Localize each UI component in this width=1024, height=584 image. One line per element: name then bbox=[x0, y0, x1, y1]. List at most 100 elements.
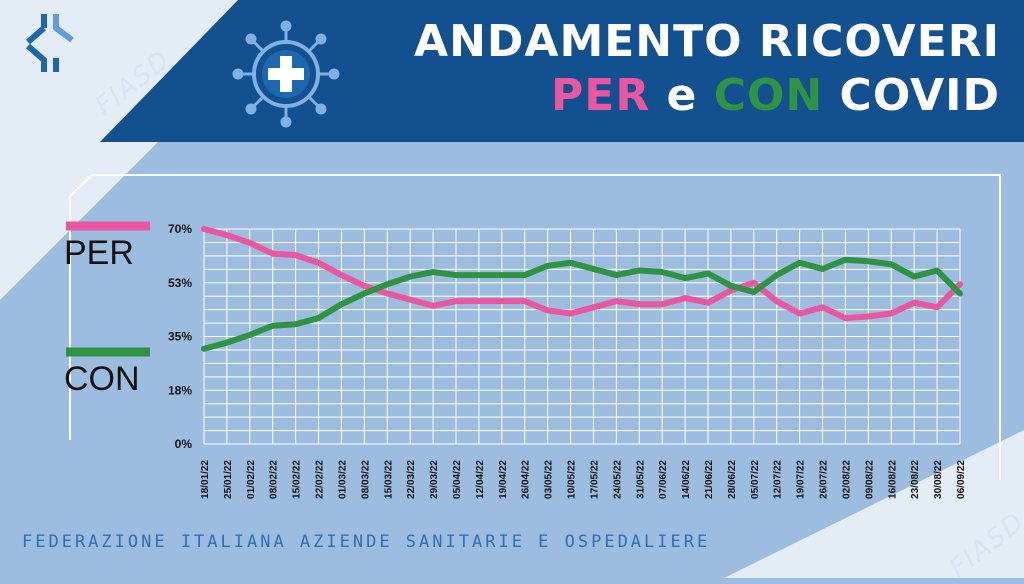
data-point-con bbox=[318, 317, 320, 319]
x-tick-label: 12/04/22 bbox=[475, 460, 486, 499]
data-point-per bbox=[455, 300, 457, 302]
virus-cross-icon bbox=[232, 20, 340, 128]
data-point-per bbox=[776, 300, 778, 302]
series-line-con bbox=[201, 256, 963, 352]
corner-decoration-bottom-right bbox=[724, 430, 1024, 578]
data-point-per bbox=[661, 303, 663, 305]
data-point-con bbox=[844, 259, 846, 261]
data-point-per bbox=[753, 282, 755, 284]
data-point-per bbox=[547, 309, 549, 311]
data-point-con bbox=[570, 262, 572, 264]
data-point-con bbox=[959, 293, 961, 294]
data-point-con bbox=[501, 274, 503, 276]
data-point-per bbox=[272, 253, 274, 255]
data-point-per bbox=[478, 300, 480, 302]
x-tick-label: 19/04/22 bbox=[498, 460, 509, 499]
data-point-per bbox=[570, 312, 572, 314]
x-tick-label: 24/05/22 bbox=[612, 460, 623, 499]
x-tick-label: 07/06/22 bbox=[658, 460, 669, 499]
chart-grid bbox=[203, 228, 961, 445]
data-point-con bbox=[730, 285, 732, 287]
x-tick-label: 12/07/22 bbox=[773, 460, 784, 499]
data-point-per bbox=[913, 302, 915, 304]
x-tick-label: 30/08/22 bbox=[933, 460, 944, 499]
x-tick-label: 19/07/22 bbox=[796, 460, 807, 499]
x-tick-label: 23/08/22 bbox=[910, 460, 921, 499]
data-point-per bbox=[936, 306, 938, 308]
title-line-1: ANDAMENTO RICOVERI bbox=[414, 16, 1000, 67]
x-tick-label: 05/04/22 bbox=[452, 460, 463, 499]
y-tick-label: 35% bbox=[168, 330, 192, 344]
data-point-con bbox=[363, 293, 365, 294]
data-point-per bbox=[959, 283, 961, 285]
data-point-con bbox=[455, 274, 457, 276]
x-tick-label: 09/08/22 bbox=[864, 460, 875, 499]
data-point-per bbox=[295, 254, 297, 256]
x-tick-label: 16/08/22 bbox=[887, 460, 898, 499]
x-tick-label: 15/03/22 bbox=[383, 460, 394, 499]
data-point-per bbox=[386, 293, 388, 294]
title-line-2: PER e CON COVID bbox=[551, 70, 1000, 121]
x-tick-label: 18/01/22 bbox=[200, 460, 211, 499]
x-tick-label: 26/07/22 bbox=[819, 460, 830, 499]
header-band bbox=[100, 0, 1024, 142]
x-tick-label: 01/03/22 bbox=[337, 460, 348, 499]
data-point-con bbox=[890, 263, 892, 265]
y-tick-label: 53% bbox=[168, 276, 192, 290]
data-point-per bbox=[867, 316, 869, 318]
y-tick-label: 18% bbox=[168, 383, 192, 397]
x-tick-label: 22/02/22 bbox=[315, 460, 326, 499]
x-tick-label: 31/05/22 bbox=[635, 460, 646, 499]
x-tick-label: 10/05/22 bbox=[567, 460, 578, 499]
x-tick-label: 08/02/22 bbox=[269, 460, 280, 499]
x-tick-label: 21/06/22 bbox=[704, 460, 715, 499]
data-point-per bbox=[249, 242, 251, 244]
data-point-per bbox=[226, 234, 228, 236]
data-point-per bbox=[844, 317, 846, 319]
x-tick-label: 03/05/22 bbox=[544, 460, 555, 499]
data-point-con bbox=[203, 348, 205, 350]
data-point-per bbox=[638, 303, 640, 305]
y-tick-label: 0% bbox=[175, 437, 193, 451]
x-tick-label: 08/03/22 bbox=[360, 460, 371, 499]
x-tick-label: 01/02/22 bbox=[246, 460, 257, 499]
data-point-con bbox=[272, 325, 274, 327]
y-tick-label: 70% bbox=[168, 222, 192, 236]
y-axis-ticks: 0% 18% 35% 53% 70% bbox=[168, 222, 192, 451]
data-point-per bbox=[707, 302, 709, 304]
x-tick-label: 05/07/22 bbox=[750, 460, 761, 499]
x-tick-label: 17/05/22 bbox=[589, 460, 600, 499]
data-point-con bbox=[432, 271, 434, 273]
data-point-con bbox=[822, 268, 824, 270]
data-point-per bbox=[730, 289, 732, 291]
data-point-con bbox=[867, 260, 869, 262]
footer-text: FEDERAZIONE ITALIANA AZIENDE SANITARIE E… bbox=[22, 532, 711, 552]
data-point-per bbox=[203, 228, 205, 230]
data-point-per bbox=[822, 306, 824, 308]
title-per: PER bbox=[551, 70, 651, 121]
data-point-per bbox=[615, 300, 617, 302]
data-point-con bbox=[936, 269, 938, 271]
panel-outline-left bbox=[69, 174, 93, 440]
x-tick-label: 22/03/22 bbox=[406, 460, 417, 499]
data-point-per bbox=[318, 262, 320, 264]
data-point-con bbox=[524, 274, 526, 276]
x-tick-label: 29/03/22 bbox=[429, 460, 440, 499]
data-point-per bbox=[799, 312, 801, 314]
data-point-con bbox=[753, 291, 755, 293]
data-point-per bbox=[501, 300, 503, 302]
title-con: CON bbox=[713, 70, 824, 121]
data-point-con bbox=[340, 303, 342, 305]
x-tick-label: 26/04/22 bbox=[521, 460, 532, 499]
data-point-con bbox=[478, 274, 480, 276]
x-tick-label: 02/08/22 bbox=[841, 460, 852, 499]
x-tick-label: 15/02/22 bbox=[292, 460, 303, 499]
data-point-con bbox=[913, 276, 915, 278]
title-covid: COVID bbox=[823, 70, 1000, 121]
data-point-con bbox=[386, 283, 388, 285]
x-tick-label: 14/06/22 bbox=[681, 460, 692, 499]
data-point-con bbox=[707, 273, 709, 275]
data-point-con bbox=[638, 269, 640, 271]
x-tick-label: 28/06/22 bbox=[727, 460, 738, 499]
